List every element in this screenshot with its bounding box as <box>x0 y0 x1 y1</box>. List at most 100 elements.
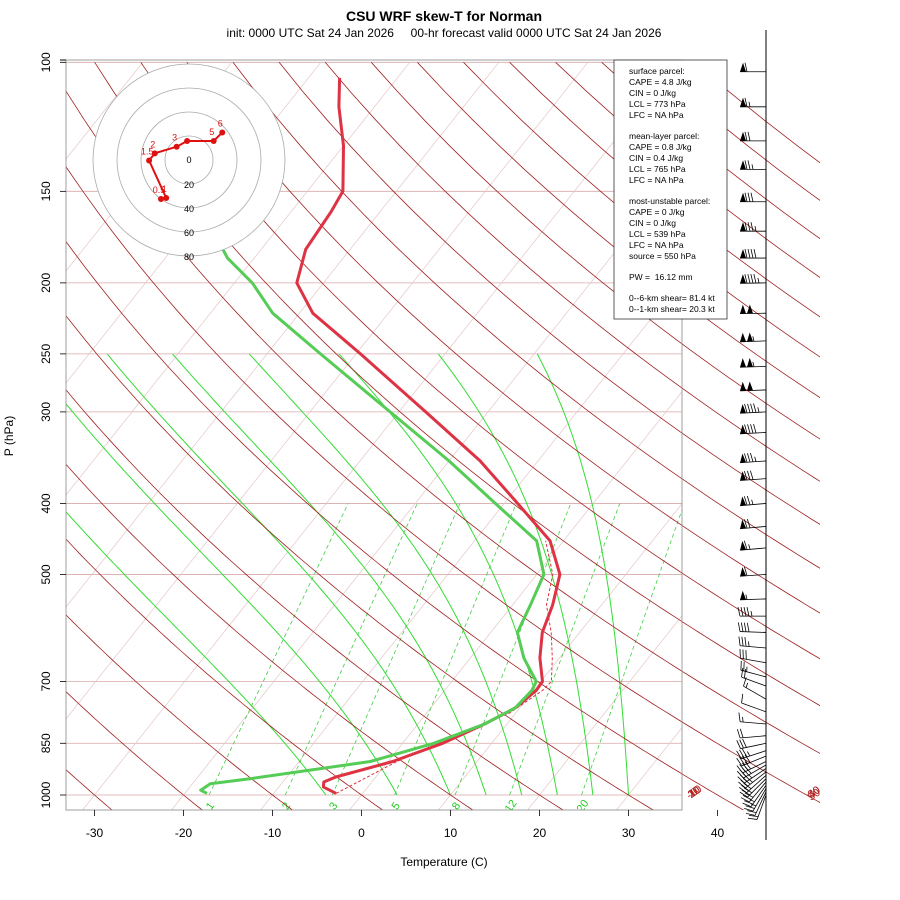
hodograph-height-label: 3 <box>172 133 177 143</box>
wind-barb <box>740 332 767 343</box>
info-box-frame <box>613 59 728 320</box>
series-layer <box>199 77 562 795</box>
parcel-info-box: surface parcel: CAPE = 4.8 J/kg CIN = 0 … <box>613 59 728 320</box>
hodograph-ring-label: 20 <box>184 180 194 190</box>
dry-adiabat <box>66 389 564 810</box>
isotherm-label: 50 <box>806 787 823 804</box>
mu-heading: most-unstable parcel: <box>629 196 710 206</box>
mu-cape: CAPE = 0 J/kg <box>629 207 685 217</box>
wind-barb <box>740 160 766 170</box>
wind-barb <box>740 590 767 601</box>
ml-cin: CIN = 0.4 J/kg <box>629 153 683 163</box>
x-tick-label: -20 <box>175 826 193 840</box>
hodograph-point <box>210 138 217 144</box>
wind-barb <box>747 794 767 820</box>
mixing-ratio-line <box>509 503 621 796</box>
isotherm-label: 0 <box>688 786 700 799</box>
wind-barb <box>740 357 767 368</box>
shear-0-1km: 0--1-km shear= 20.3 kt <box>629 304 715 314</box>
chart-title: CSU WRF skew-T for Norman <box>346 8 542 24</box>
wind-barb <box>740 192 766 203</box>
surface-heading: surface parcel: <box>629 66 685 76</box>
hodograph-point <box>157 195 164 202</box>
ml-lfc: LFC = NA hPa <box>629 175 684 185</box>
mu-cin: CIN = 0 J/kg <box>629 218 676 228</box>
x-axis-label: Temperature (C) <box>400 855 487 869</box>
shear-0-6km: 0--6-km shear= 81.4 kt <box>629 293 715 303</box>
wind-barb <box>740 540 767 551</box>
dry-adiabat <box>94 62 820 707</box>
hodograph-point <box>163 195 170 201</box>
mixing-ratio-label: 2 <box>280 800 293 812</box>
wind-barb <box>740 222 766 232</box>
dewpoint-line <box>199 230 546 795</box>
hodograph-height-label: 1.5 <box>141 146 154 156</box>
wind-barb <box>741 667 767 687</box>
dry-adiabat <box>371 62 820 440</box>
moist-adiabat <box>248 353 523 796</box>
y-tick-label: 700 <box>39 671 53 691</box>
isotherm-line <box>66 62 500 608</box>
dry-adiabat <box>555 62 820 278</box>
moist-adiabat <box>66 511 327 796</box>
hodograph-ring <box>116 87 262 233</box>
moist-adiabat <box>106 353 451 796</box>
hodograph-point <box>184 138 191 144</box>
wind-barb <box>740 470 767 481</box>
mu-lfc: LFC = NA hPa <box>629 240 684 250</box>
plot-frame <box>65 59 683 811</box>
x-tick-label: -10 <box>264 826 282 840</box>
wind-barb <box>740 381 767 392</box>
hodograph-height-label: 5 <box>209 127 214 137</box>
isotherm-line <box>349 391 682 810</box>
wind-barb <box>740 495 767 507</box>
wind-barbs <box>736 30 767 840</box>
y-tick-label: 850 <box>39 733 53 753</box>
dry-adiabat <box>66 315 654 810</box>
x-tick-label: 20 <box>533 826 547 840</box>
wind-barb <box>736 748 767 760</box>
wind-barb <box>739 304 767 315</box>
dry-adiabat <box>66 691 203 810</box>
dry-adiabat <box>278 62 820 525</box>
y-tick-label: 300 <box>39 402 53 422</box>
pw-value: PW = 16.12 mm <box>629 272 693 282</box>
mixing-ratio-label: 8 <box>450 800 463 812</box>
wind-barb <box>738 636 767 649</box>
hodograph-trace <box>147 131 224 200</box>
hodograph-height-label: 2 <box>150 139 155 149</box>
wind-barb <box>745 791 767 816</box>
mixing-ratio-label: 1 <box>204 800 217 812</box>
hodograph-ring-label: 40 <box>184 204 194 214</box>
dry-adiabat <box>324 62 820 482</box>
wind-barb <box>740 452 767 464</box>
wind-barb <box>742 785 767 807</box>
moist-adiabat <box>437 353 594 796</box>
mixing-ratio-line <box>208 503 349 796</box>
surface-cape: CAPE = 4.8 J/kg <box>629 77 692 87</box>
wind-barb <box>740 248 766 259</box>
hodograph-center-label: 0 <box>186 155 191 165</box>
dry-adiabat <box>66 90 820 754</box>
wind-barb <box>736 754 767 767</box>
isotherm-line <box>794 62 900 810</box>
y-axis-label: P (hPa) <box>2 416 16 456</box>
isotherm-label: 20 <box>686 784 703 801</box>
parcel-path <box>335 540 554 794</box>
chart-subtitle: init: 0000 UTC Sat 24 Jan 2026 00-hr for… <box>227 26 662 40</box>
moist-adiabat <box>66 403 398 796</box>
isotherm-line <box>438 503 682 810</box>
surface-lfc: LFC = NA hPa <box>629 110 684 120</box>
hodograph-ring <box>140 111 238 209</box>
wind-barb <box>740 566 767 577</box>
wind-barb <box>738 712 767 725</box>
hodograph-ring-label: 60 <box>184 228 194 238</box>
axis-layer: -30 -20 -10 0 10 20 30 401001502002503004005007… <box>39 52 724 840</box>
isotherm-line <box>66 62 589 720</box>
wind-barb <box>737 622 767 633</box>
hodograph-ring-label: 80 <box>184 252 194 262</box>
dry-adiabat <box>186 62 820 614</box>
hodograph-point <box>173 143 180 150</box>
x-tick-label: 40 <box>711 826 725 840</box>
wind-barb <box>741 693 767 713</box>
